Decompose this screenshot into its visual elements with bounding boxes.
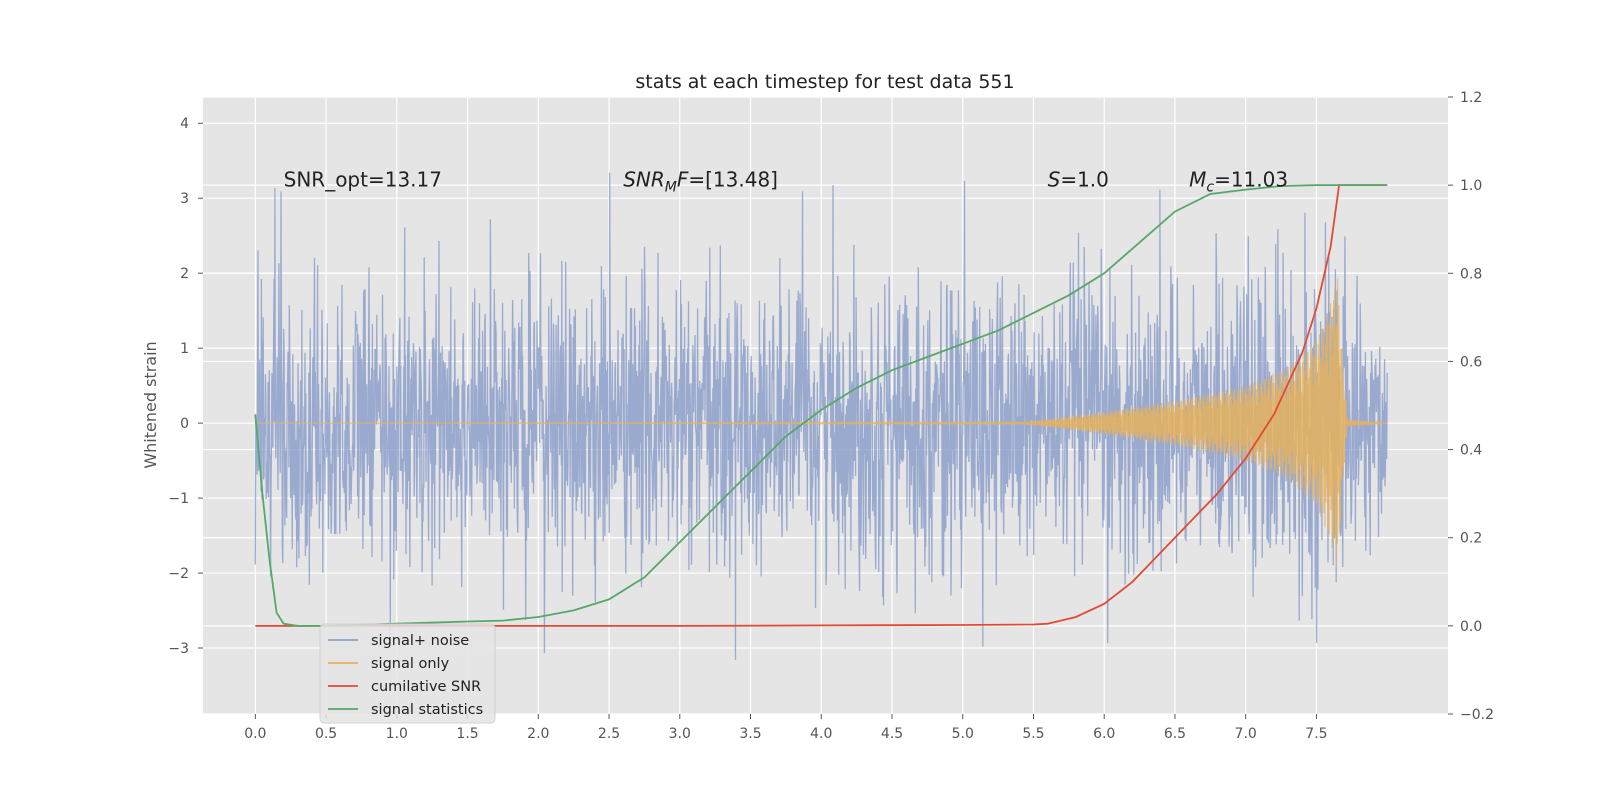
series-signal-plus-noise-line	[254, 172, 1388, 660]
annotation-2: S=1.0	[1048, 167, 1109, 191]
y2-tick-label: −0.2	[1460, 707, 1494, 723]
y-tick-label: 2	[180, 266, 189, 282]
x-tick-label: 1.5	[456, 726, 478, 742]
series-signal-only-line	[255, 278, 1388, 568]
y-tick-label: −1	[168, 491, 189, 507]
y2-tick-label: 0.6	[1460, 354, 1482, 370]
x-tick-label: 3.5	[739, 726, 761, 742]
legend-label-1: signal only	[371, 656, 450, 672]
y-tick-label: 0	[180, 416, 189, 432]
y-tick-label: 4	[180, 116, 189, 132]
annotations: SNR_opt=13.17 SNRMF=[13.48] S=1.0 Mc=11.03	[284, 167, 1288, 195]
x-tick-label: 6.5	[1164, 726, 1186, 742]
x-tick-label: 5.5	[1022, 726, 1044, 742]
chart-title: stats at each timestep for test data 551	[635, 71, 1014, 93]
x-tick-label: 2.0	[527, 726, 549, 742]
x-tick-label: 3.0	[669, 726, 691, 742]
annotation-0: SNR_opt=13.17	[284, 167, 442, 191]
y-tick-label: 1	[180, 341, 189, 357]
x-tick-label: 4.0	[810, 726, 832, 742]
legend-label-3: signal statistics	[371, 702, 483, 718]
y-tick-label: −2	[168, 566, 189, 582]
y2-tick-label: 0.4	[1460, 443, 1482, 459]
annotation-1: SNRMF=[13.48]	[623, 167, 778, 195]
y2-tick-label: 0.2	[1460, 531, 1482, 547]
legend: signal+ noise signal only cumilative SNR si…	[319, 623, 496, 724]
annotation-3: Mc=11.03	[1189, 167, 1288, 195]
x-tick-label: 5.0	[952, 726, 974, 742]
x-tick-label: 2.5	[598, 726, 620, 742]
x-tick-label: 1.0	[386, 726, 408, 742]
x-tick-label: 0.0	[244, 726, 266, 742]
x-tick-label: 7.5	[1305, 726, 1327, 742]
legend-box	[319, 623, 496, 724]
y2-tick-label: 0.0	[1460, 619, 1482, 635]
axes: 0.0 0.5 1.0 1.5 2.0 2.5 3.0 3.5 4.0 4.5 5.0 5.5 6.0 6…	[168, 90, 1494, 742]
y-axis-label: Whitened strain	[141, 341, 160, 468]
x-tick-label: 0.5	[315, 726, 337, 742]
legend-label-2: cumilative SNR	[371, 679, 481, 695]
series-cumilative-snr-line	[255, 184, 1388, 627]
y-tick-label: 3	[180, 191, 189, 207]
y2-tick-label: 1.0	[1460, 178, 1482, 194]
y2-tick-label: 0.8	[1460, 266, 1482, 282]
series-layer	[254, 172, 1388, 660]
y-tick-label: −3	[168, 641, 189, 657]
legend-label-0: signal+ noise	[371, 633, 469, 649]
x-tick-label: 4.5	[881, 726, 903, 742]
x-tick-label: 6.0	[1093, 726, 1115, 742]
y2-tick-label: 1.2	[1460, 90, 1482, 106]
series-signal-statistics-line	[254, 184, 1388, 627]
x-tick-label: 7.0	[1235, 726, 1257, 742]
